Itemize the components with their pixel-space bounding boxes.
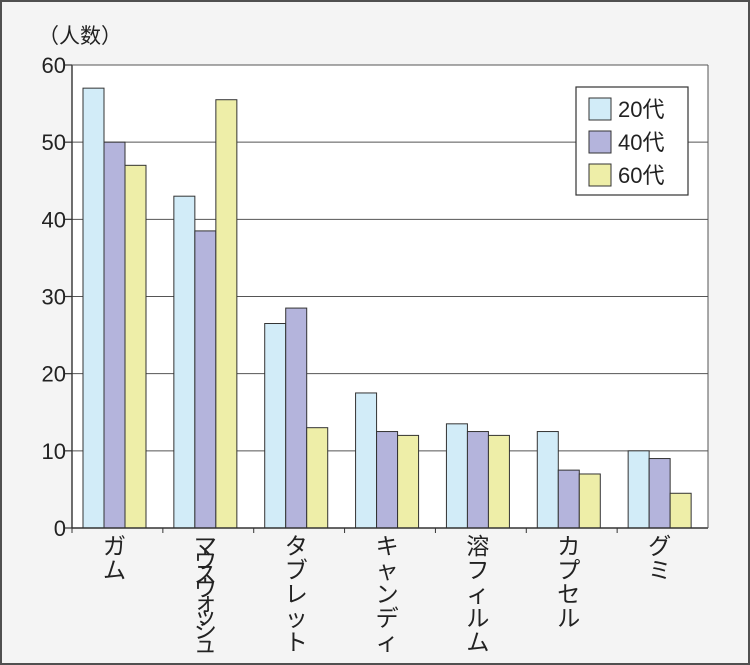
bar — [578, 473, 601, 529]
legend-swatch — [588, 130, 612, 154]
y-tick-label: 40 — [42, 207, 66, 232]
legend: 20代 40代 60代 — [575, 86, 689, 196]
legend-label: 20代 — [618, 97, 664, 122]
legend-label: 40代 — [618, 130, 664, 155]
y-axis-label: （人数） — [38, 24, 122, 48]
bar — [536, 431, 559, 529]
category-labels: ガム マウスウォッシュ タブレット キャンディ 溶フィルム カプセル グミ — [103, 534, 671, 658]
y-tick-label: 0 — [54, 516, 66, 541]
bar — [306, 427, 329, 529]
y-tick-labels: 0 10 20 30 40 50 60 — [42, 53, 66, 541]
bar — [376, 431, 399, 529]
category-label: タブレット — [285, 534, 308, 656]
category-label: カプセル — [557, 534, 580, 632]
bar — [285, 307, 308, 529]
bar — [82, 87, 105, 529]
bar — [669, 492, 692, 529]
y-tick-label: 10 — [42, 439, 66, 464]
bar — [557, 469, 580, 529]
bar — [445, 423, 468, 529]
y-tick-label: 30 — [42, 285, 66, 310]
legend-swatch — [588, 163, 612, 187]
bar — [194, 230, 217, 529]
category-label: グミ — [648, 534, 671, 584]
y-tick-label: 20 — [42, 362, 66, 387]
category-label: キャンディ — [376, 534, 399, 656]
y-tick-label: 60 — [42, 53, 66, 78]
bar — [487, 434, 510, 529]
legend-label: 60代 — [618, 163, 664, 188]
category-label: ガム — [103, 534, 126, 584]
bar — [124, 164, 147, 529]
bar — [466, 431, 489, 529]
bar — [264, 323, 287, 529]
legend-swatch — [588, 97, 612, 121]
axes — [65, 64, 709, 533]
bar — [173, 195, 196, 529]
bar — [355, 392, 378, 529]
bar — [215, 99, 238, 529]
bar — [397, 434, 420, 529]
bars — [82, 87, 692, 529]
bar — [648, 458, 671, 529]
y-tick-label: 50 — [42, 130, 66, 155]
bar — [103, 141, 126, 529]
category-label: 溶フィルム — [466, 534, 489, 656]
bar — [627, 450, 650, 529]
category-label: マウスウォッシュ — [194, 534, 217, 658]
